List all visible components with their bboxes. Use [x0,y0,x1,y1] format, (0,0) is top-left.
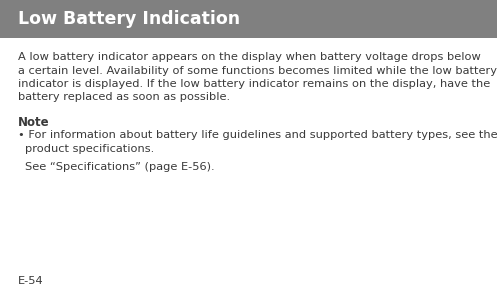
Bar [0,0,497,38]
Text: battery replaced as soon as possible.: battery replaced as soon as possible. [18,93,230,102]
Text: Low Battery Indication: Low Battery Indication [18,10,240,28]
Text: Note: Note [18,116,50,129]
Text: E-54: E-54 [18,276,44,286]
Text: indicator is displayed. If the low battery indicator remains on the display, hav: indicator is displayed. If the low batte… [18,79,490,89]
Text: a certain level. Availability of some functions becomes limited while the low ba: a certain level. Availability of some fu… [18,66,497,75]
Text: product specifications.: product specifications. [25,144,154,154]
Text: See “Specifications” (page E-56).: See “Specifications” (page E-56). [25,162,215,171]
Text: • For information about battery life guidelines and supported battery types, see: • For information about battery life gui… [18,130,497,140]
Text: A low battery indicator appears on the display when battery voltage drops below: A low battery indicator appears on the d… [18,52,481,62]
